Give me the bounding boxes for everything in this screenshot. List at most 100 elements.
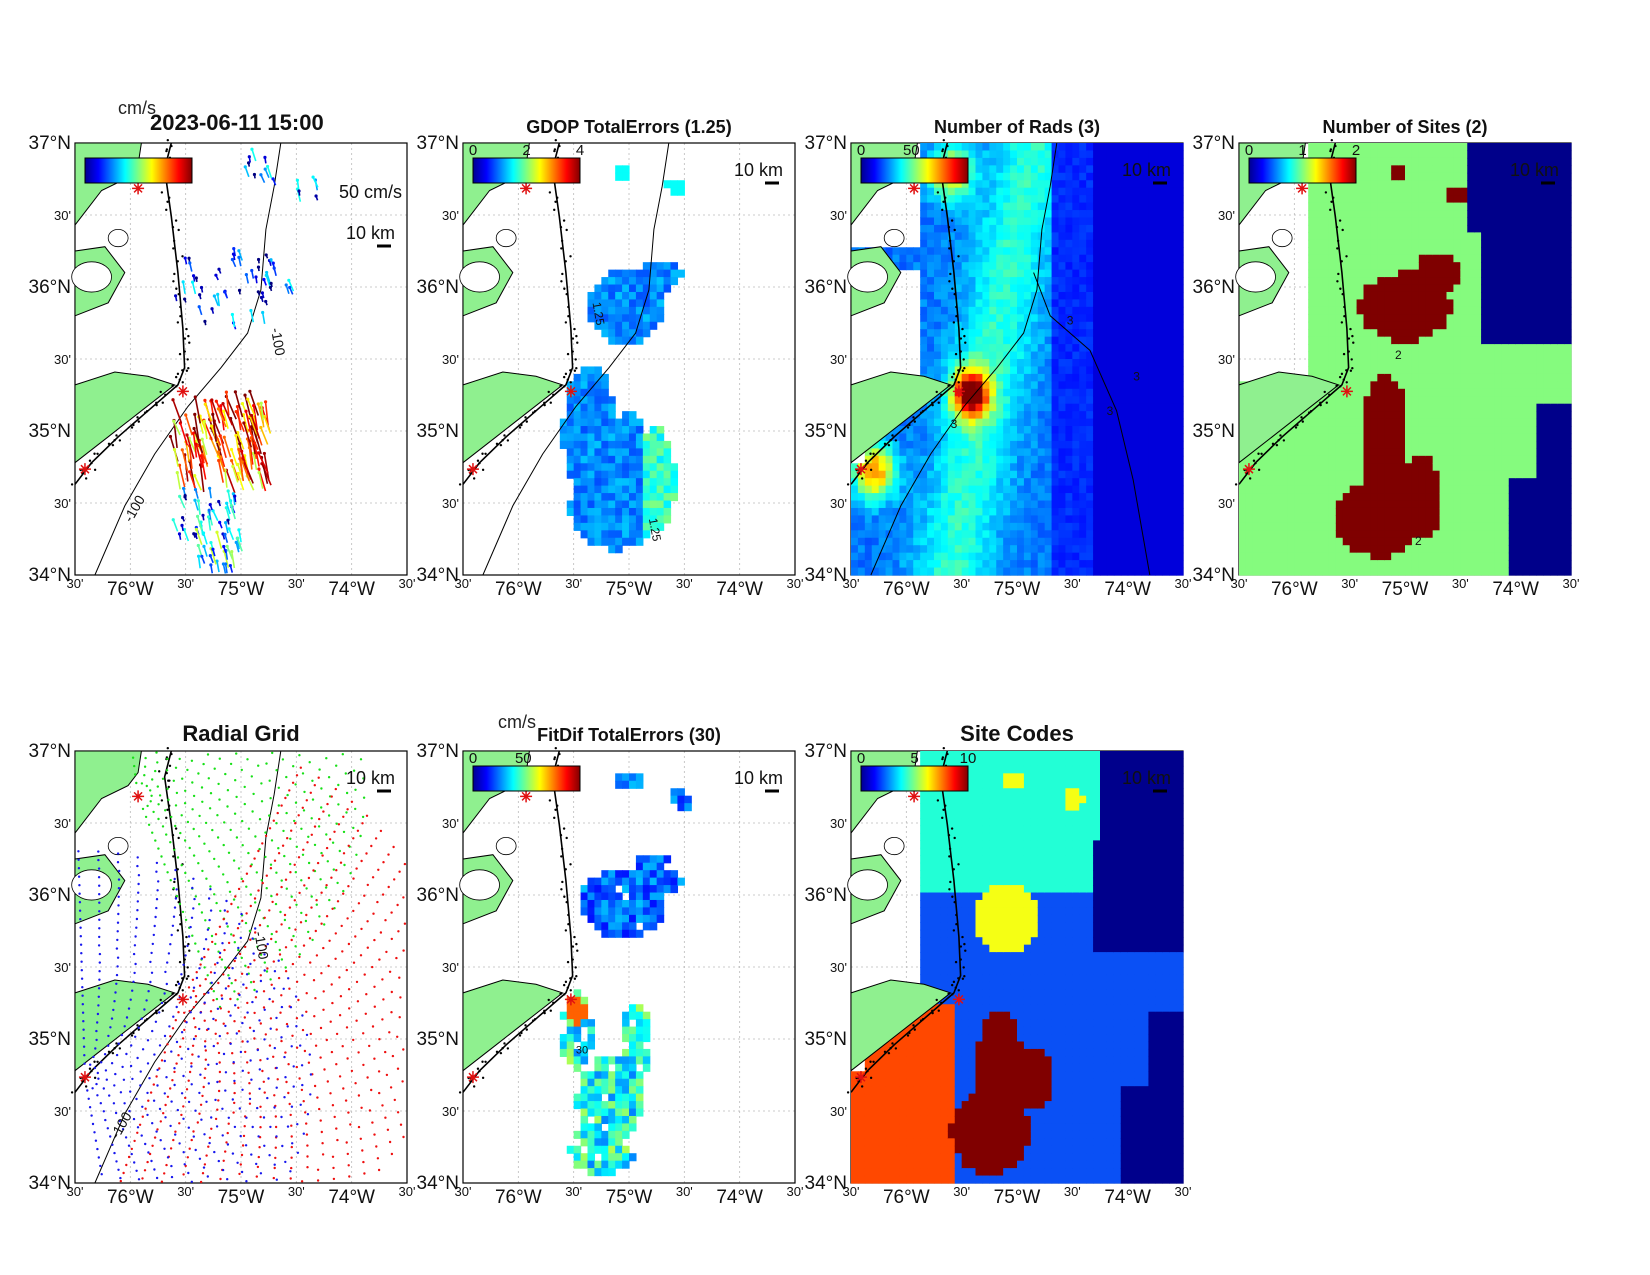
sites-cell [1342,284,1351,293]
rads-cell [1051,537,1060,546]
gdop-cell [566,448,575,457]
gdop-cell [622,478,630,487]
rads-cell [920,403,928,412]
rads-cell [968,284,977,293]
gdop-cell [649,522,658,531]
rads-cell [1093,329,1101,338]
vector-head [246,397,250,401]
rads-cell [906,433,914,442]
vector-head [177,532,182,536]
rads-cell [1127,396,1136,405]
rads-cell [1134,150,1143,159]
rads-cell [1106,344,1115,353]
rads-cell [940,359,949,368]
rads-cell [1086,336,1094,345]
rads-cell [1093,373,1101,382]
rads-cell [961,239,970,248]
sites-cell [1411,143,1420,152]
rads-cell [961,463,970,472]
sites-cell [1391,150,1399,159]
sites-cell [1405,329,1413,338]
sites-cell [1301,440,1309,449]
rads-cell [1010,366,1018,375]
gdop-cell [559,426,568,435]
rads-cell [1023,143,1032,152]
sites-cell [1363,202,1372,211]
sites-cell [1335,180,1344,189]
sites-cell [1315,210,1323,219]
land-area [462,142,564,464]
sites-cell [1308,284,1316,293]
rads-cell [1120,366,1129,375]
rads-cell [892,567,901,576]
rads-cell [1106,291,1115,301]
lat-tick-label: 30' [54,352,71,367]
rads-cell [1065,507,1073,517]
sites-cell [1342,381,1351,390]
rads-cell [1051,403,1060,412]
sites-cell [1280,515,1289,524]
vector-head [263,400,268,404]
rads-cell [1072,515,1080,524]
rads-cell [1176,373,1184,382]
rads-cell [1065,403,1073,412]
rads-cell [913,493,921,502]
sites-cell [1259,507,1268,517]
sites-cell [1308,329,1316,338]
rads-cell [954,530,963,539]
rads-cell [1051,485,1060,494]
rads-cell [1106,277,1115,286]
rads-cell [975,411,984,420]
rads-cell [982,545,990,554]
sites-cell [1335,567,1344,576]
rads-cell [1003,567,1011,576]
rads-cell [1044,321,1053,330]
sites-cell [1405,537,1413,546]
rads-cell [1051,560,1060,569]
gdop-cell [580,507,589,517]
rads-cell [1072,522,1080,531]
rads-cell [864,493,873,502]
vector-head [237,255,241,259]
coast-dot [174,219,178,222]
coast-dot [111,443,115,447]
rads-cell [1141,277,1150,286]
gdop-cell [615,522,623,531]
rads-cell [940,291,949,301]
gdop-cell [622,537,630,546]
coast-dot [952,321,956,324]
vector-head [194,442,198,446]
sites-cell [1418,403,1427,412]
rads-cell [1106,515,1115,524]
rads-cell [871,500,880,509]
sites-cell [1349,277,1358,286]
rads-cell [1017,470,1025,479]
coast-dot [187,334,190,338]
rads-cell [1037,470,1046,479]
rads-cell [1134,291,1143,301]
rads-cell [934,202,942,211]
rads-cell [1003,202,1011,211]
rads-cell [947,433,956,442]
gdop-cell [580,522,589,531]
rads-cell [1003,165,1011,174]
rads-cell [1127,284,1136,293]
sites-cell [1252,448,1261,457]
gdop-cell [642,269,651,278]
coast-dot [533,410,537,413]
vector-head [256,290,260,294]
lon-tick-label: 75°W [606,579,653,600]
rads-cell [1079,291,1087,301]
rads-cell [1003,537,1011,546]
rads-cell [864,515,873,524]
rads-cell [996,150,1004,159]
rads-cell [982,418,990,427]
sites-cell [1342,418,1351,427]
rads-cell [1072,202,1080,211]
coast-dot [563,287,566,290]
rads-cell [920,210,928,219]
rads-cell [857,560,866,569]
gdop-cell [629,470,637,479]
sites-cell [1266,567,1275,576]
rads-cell [1176,396,1184,405]
